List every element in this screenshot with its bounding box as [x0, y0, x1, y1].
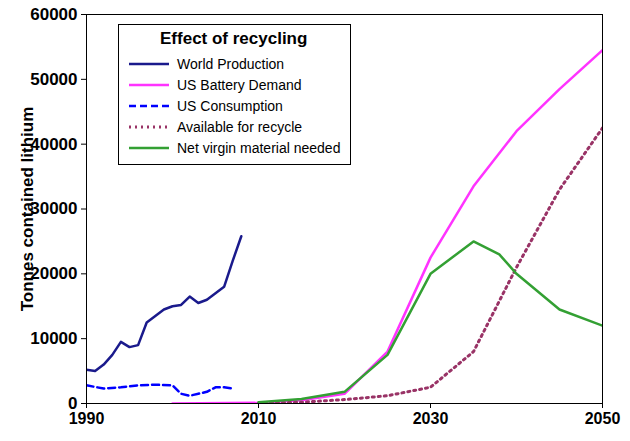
svg-text:2030: 2030: [413, 410, 449, 427]
html-text:World Production: World Production: [177, 55, 285, 72]
svg-text:50000: 50000: [30, 70, 77, 89]
svg-text:10000: 10000: [30, 329, 77, 348]
svg-text:20000: 20000: [30, 264, 77, 283]
svg-text:0: 0: [68, 394, 77, 413]
svg-text:Tonnes contained lithium: Tonnes contained lithium: [18, 107, 37, 312]
html-text:US Consumption: US Consumption: [177, 97, 283, 114]
svg-text:2050: 2050: [585, 410, 621, 427]
svg-text:40000: 40000: [30, 135, 77, 154]
html-text:US Battery Demand: US Battery Demand: [177, 76, 302, 93]
svg-text:2010: 2010: [241, 410, 277, 427]
html-text:Available for recycle: Available for recycle: [177, 118, 302, 135]
svg-text:30000: 30000: [30, 199, 77, 218]
svg-text:1990: 1990: [68, 409, 105, 427]
html-text:Net virgin material needed: Net virgin material needed: [177, 139, 341, 156]
html-text:Effect of recycling: Effect of recycling: [160, 29, 308, 48]
svg-text:60000: 60000: [30, 5, 77, 24]
